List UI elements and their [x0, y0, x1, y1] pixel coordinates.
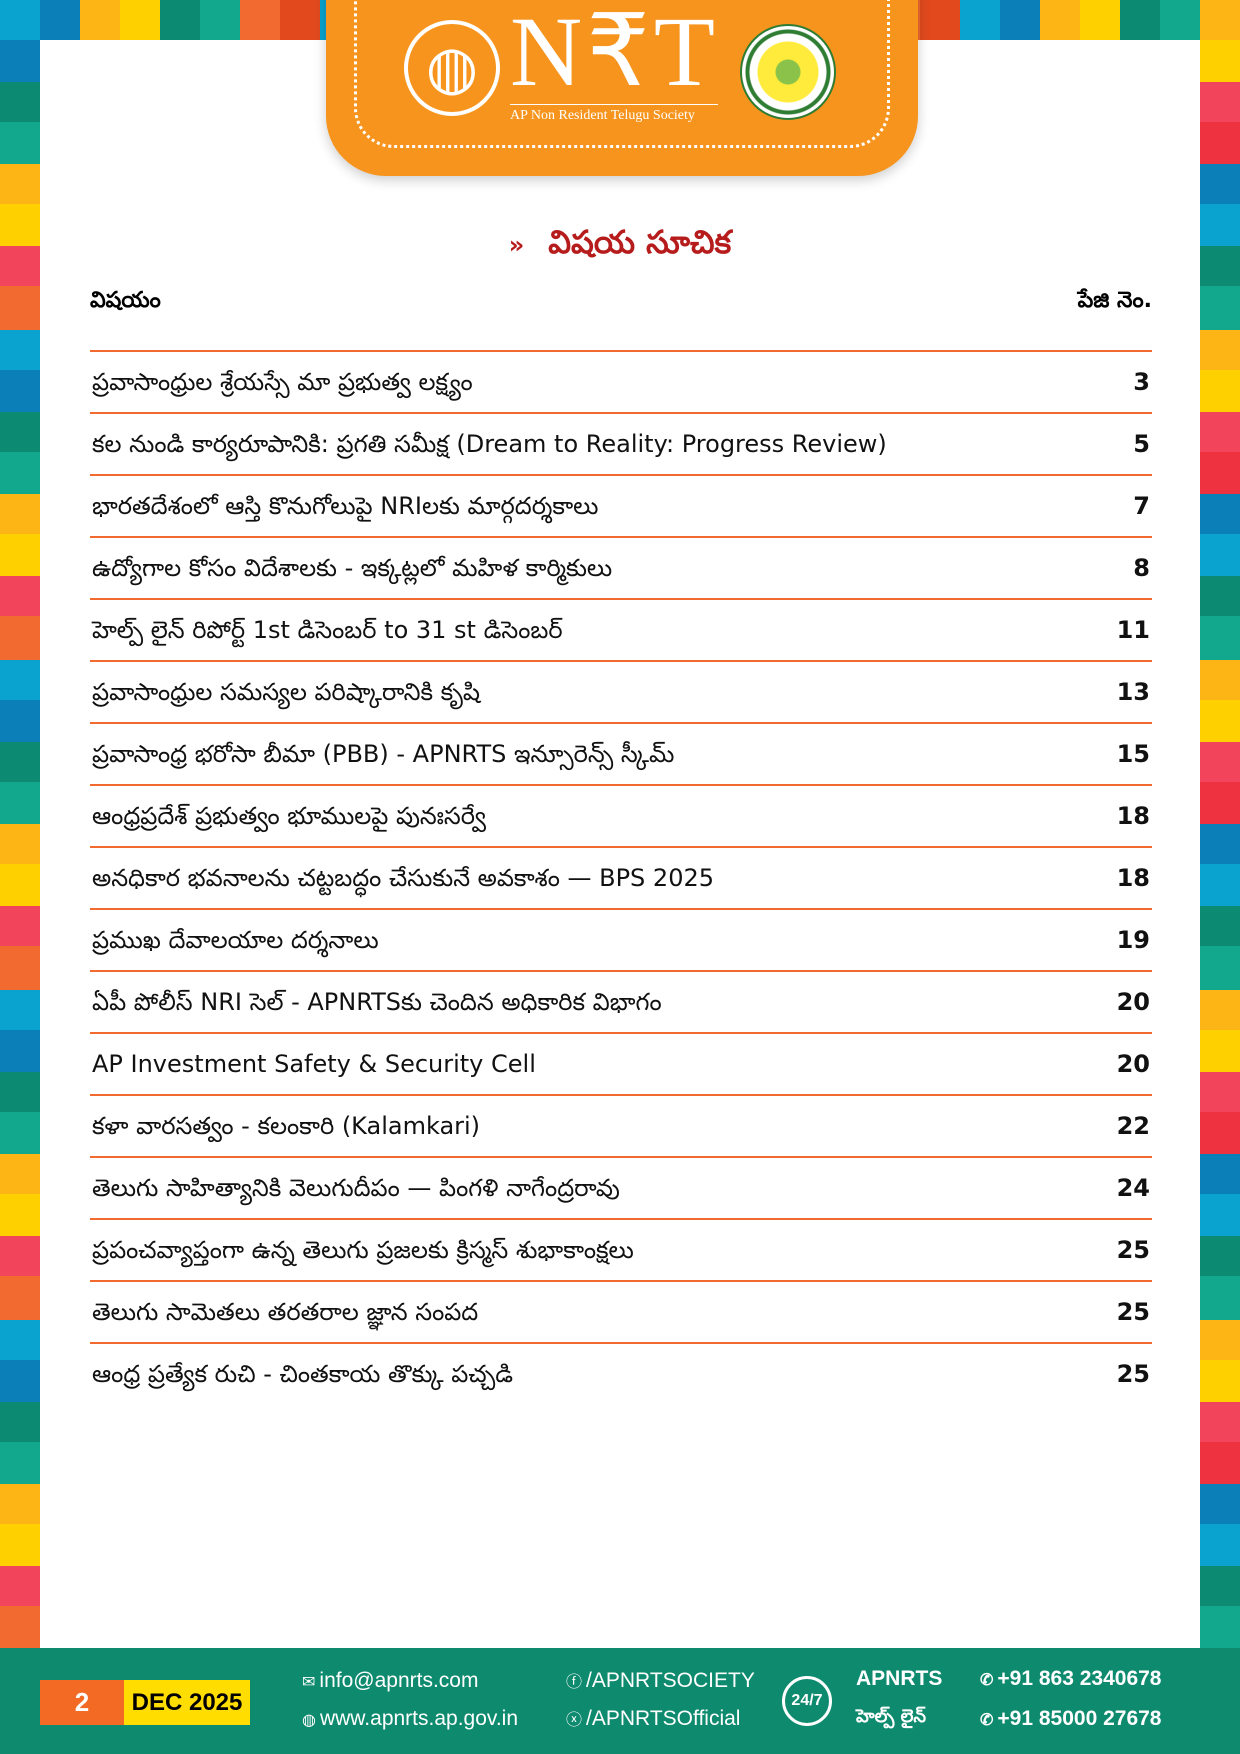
toc-row[interactable]: ప్రముఖ దేవాలయాల దర్శనాలు 19 [90, 908, 1152, 970]
whatsapp-icon: ✆ [980, 1712, 994, 1729]
toc-topic: ప్రపంచవ్యాప్తంగా ఉన్న తెలుగు ప్రజలకు క్ర… [92, 1236, 634, 1264]
toc-page-number: 7 [1133, 492, 1150, 520]
header-banner: ◍ N₹T AP Non Resident Telugu Society [326, 0, 918, 176]
email-icon: ✉ [302, 1674, 316, 1691]
toc-page-number: 18 [1116, 864, 1150, 892]
website-text: www.apnrts.ap.gov.in [319, 1707, 519, 1730]
dotted-border [354, 0, 890, 148]
issue-date: DEC 2025 [124, 1680, 250, 1725]
toc-page-number: 3 [1133, 368, 1150, 396]
helpline-24-7-icon: 24/7 [782, 1676, 832, 1726]
title-text: విషయ సూచిక [548, 223, 732, 261]
toc-topic: ప్రముఖ దేవాలయాల దర్శనాలు [92, 926, 379, 954]
toc-page-number: 24 [1116, 1174, 1150, 1202]
x-link[interactable]: ⓧ/APNRTSOfficial [566, 1706, 740, 1734]
toc-topic: ఉద్యోగాల కోసం విదేశాలకు - ఇక్కట్లలో మహిళ… [92, 554, 613, 582]
toc-row[interactable]: AP Investment Safety & Security Cell 20 [90, 1032, 1152, 1094]
phone-link[interactable]: ✆ +91 863 2340678 [980, 1666, 1162, 1694]
toc-page-number: 19 [1116, 926, 1150, 954]
toc-topic: ప్రవాసాంధ్ర భరోసా బీమా (PBB) - APNRTS ఇన… [92, 740, 675, 768]
email-text: info@apnrts.com [319, 1669, 479, 1692]
toc-page-number: 18 [1116, 802, 1150, 830]
chevron-icon: » [508, 231, 525, 259]
toc-row[interactable]: ఏపీ పోలీస్ NRI సెల్ - APNRTSకు చెందిన అధ… [90, 970, 1152, 1032]
government-seal-icon [740, 24, 836, 120]
toc-page-number: 20 [1116, 1050, 1150, 1078]
toc-topic: కళా వారసత్వం - కలంకారి (Kalamkari) [92, 1112, 481, 1140]
logo-text: N₹T [510, 0, 719, 107]
phone-icon: ✆ [980, 1672, 994, 1689]
page-column-header: పేజి నెం. [1077, 288, 1152, 313]
toc-page-number: 25 [1116, 1360, 1150, 1388]
facebook-icon: ⓕ [566, 1674, 583, 1691]
table-of-contents: ప్రవాసాంధ్రుల శ్రేయస్సే మా ప్రభుత్వ లక్ష… [90, 350, 1152, 1404]
toc-row[interactable]: హెల్ప్ లైన్ రిపోర్ట్ 1st డిసెంబర్ to 31 … [90, 598, 1152, 660]
toc-page-number: 25 [1116, 1298, 1150, 1326]
website-link[interactable]: ◍ www.apnrts.ap.gov.in [302, 1706, 518, 1734]
toc-topic: తెలుగు సాహిత్యానికి వెలుగుదీపం — పింగళి … [92, 1174, 620, 1202]
toc-row[interactable]: కళా వారసత్వం - కలంకారి (Kalamkari) 22 [90, 1094, 1152, 1156]
globe-icon: ◍ [404, 20, 500, 116]
helpline-name: APNRTS [856, 1667, 943, 1690]
whatsapp-text: +91 85000 27678 [997, 1707, 1162, 1730]
footer: 2 DEC 2025 ✉ info@apnrts.com ◍ www.apnrts.… [0, 1648, 1240, 1754]
toc-row[interactable]: ఆంధ్ర ప్రత్యేక రుచి - చింతకాయ తొక్కు పచ్… [90, 1342, 1152, 1404]
phone-text: +91 863 2340678 [997, 1667, 1162, 1690]
x-text: /APNRTSOfficial [586, 1707, 741, 1730]
toc-row[interactable]: ప్రవాసాంధ్రుల సమస్యల పరిష్కారానికి కృషి 1… [90, 660, 1152, 722]
page-number: 2 [40, 1680, 124, 1725]
toc-page-number: 13 [1116, 678, 1150, 706]
toc-topic: ఆంధ్రప్రదేశ్ ప్రభుత్వం భూములపై పునఃసర్వే [92, 802, 486, 830]
toc-page-number: 5 [1133, 430, 1150, 458]
toc-page-number: 20 [1116, 988, 1150, 1016]
toc-page-number: 15 [1116, 740, 1150, 768]
toc-topic: ఏపీ పోలీస్ NRI సెల్ - APNRTSకు చెందిన అధ… [92, 988, 662, 1016]
logo-subtitle: AP Non Resident Telugu Society [510, 104, 718, 125]
globe-icon: ◍ [302, 1712, 316, 1729]
facebook-link[interactable]: ⓕ/APNRTSOCIETY [566, 1668, 755, 1696]
toc-row[interactable]: భారతదేశంలో ఆస్తి కొనుగోలుపై NRIలకు మార్గ… [90, 474, 1152, 536]
toc-page-number: 11 [1116, 616, 1150, 644]
toc-row[interactable]: అనధికార భవనాలను చట్టబద్ధం చేసుకునే అవకాశ… [90, 846, 1152, 908]
helpline-label: హెల్ప్ లైన్ [856, 1706, 926, 1727]
left-color-strip [0, 0, 40, 1648]
toc-topic: తెలుగు సామెతలు తరతరాల జ్ఞాన సంపద [92, 1298, 479, 1326]
toc-topic: ప్రవాసాంధ్రుల శ్రేయస్సే మా ప్రభుత్వ లక్ష… [92, 368, 473, 396]
toc-row[interactable]: తెలుగు సామెతలు తరతరాల జ్ఞాన సంపద 25 [90, 1280, 1152, 1342]
toc-row[interactable]: ఉద్యోగాల కోసం విదేశాలకు - ఇక్కట్లలో మహిళ… [90, 536, 1152, 598]
topic-column-header: విషయం [90, 288, 161, 313]
email-link[interactable]: ✉ info@apnrts.com [302, 1668, 478, 1696]
toc-row[interactable]: ఆంధ్రప్రదేశ్ ప్రభుత్వం భూములపై పునఃసర్వే… [90, 784, 1152, 846]
toc-row[interactable]: ప్రపంచవ్యాప్తంగా ఉన్న తెలుగు ప్రజలకు క్ర… [90, 1218, 1152, 1280]
facebook-text: /APNRTSOCIETY [586, 1669, 755, 1692]
whatsapp-link[interactable]: ✆ +91 85000 27678 [980, 1706, 1162, 1734]
toc-topic: హెల్ప్ లైన్ రిపోర్ట్ 1st డిసెంబర్ to 31 … [92, 616, 563, 644]
x-icon: ⓧ [566, 1712, 583, 1729]
toc-page-number: 8 [1133, 554, 1150, 582]
toc-row[interactable]: ప్రవాసాంధ్ర భరోసా బీమా (PBB) - APNRTS ఇన… [90, 722, 1152, 784]
toc-topic: ప్రవాసాంధ్రుల సమస్యల పరిష్కారానికి కృషి [92, 678, 480, 706]
toc-row[interactable]: ప్రవాసాంధ్రుల శ్రేయస్సే మా ప్రభుత్వ లక్ష… [90, 350, 1152, 412]
toc-topic: అనధికార భవనాలను చట్టబద్ధం చేసుకునే అవకాశ… [92, 864, 715, 892]
right-color-strip [1200, 0, 1240, 1648]
toc-topic: కల నుండి కార్యరూపానికి: ప్రగతి సమీక్ష (D… [92, 430, 887, 458]
toc-page-number: 22 [1116, 1112, 1150, 1140]
page-title: » విషయ సూచిక [0, 220, 1240, 267]
toc-topic: భారతదేశంలో ఆస్తి కొనుగోలుపై NRIలకు మార్గ… [92, 492, 599, 520]
toc-row[interactable]: తెలుగు సాహిత్యానికి వెలుగుదీపం — పింగళి … [90, 1156, 1152, 1218]
toc-page-number: 25 [1116, 1236, 1150, 1264]
toc-topic: ఆంధ్ర ప్రత్యేక రుచి - చింతకాయ తొక్కు పచ్… [92, 1360, 514, 1388]
toc-row[interactable]: కల నుండి కార్యరూపానికి: ప్రగతి సమీక్ష (D… [90, 412, 1152, 474]
toc-topic: AP Investment Safety & Security Cell [92, 1050, 536, 1078]
